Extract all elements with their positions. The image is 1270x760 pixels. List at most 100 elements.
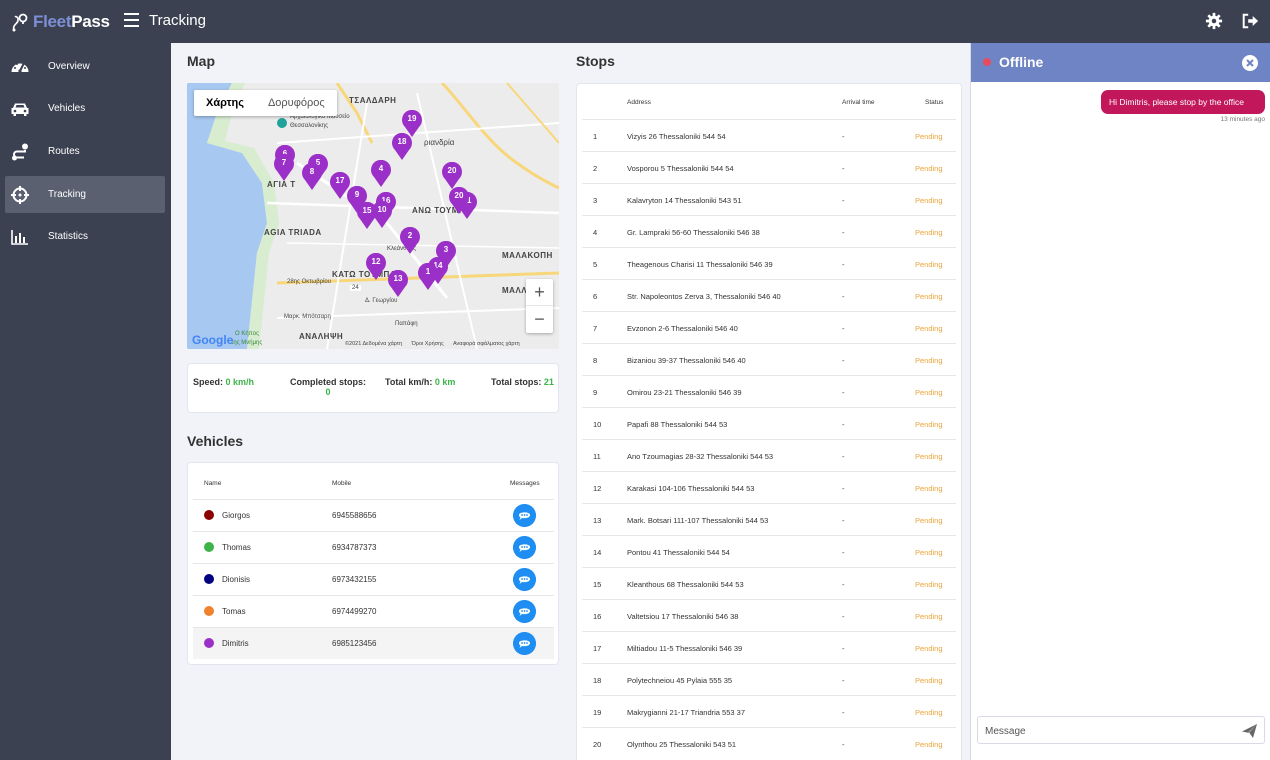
map-pin-icon xyxy=(449,186,469,214)
map-marker[interactable]: 18 xyxy=(391,132,413,161)
stop-address: Gr. Lampraki 56-60 Thessaloniki 546 38 xyxy=(627,228,760,237)
chat-bubble-icon[interactable] xyxy=(513,536,536,559)
map-marker[interactable]: 20 xyxy=(441,161,463,190)
stop-address: Valtetsiou 17 Thessaloniki 546 38 xyxy=(627,612,739,621)
map-marker[interactable]: 3 xyxy=(435,240,457,269)
stop-address: Makrygianni 21-17 Triandria 553 37 xyxy=(627,708,745,717)
stop-status: Pending xyxy=(915,164,943,173)
map-pin-icon xyxy=(371,159,391,187)
map-marker[interactable]: 13 xyxy=(387,269,409,298)
stop-arrival-time: - xyxy=(842,356,845,365)
map-marker[interactable]: 20 xyxy=(448,186,470,215)
terms-link[interactable]: Όροι Χρήσης xyxy=(411,341,444,347)
stop-arrival-time: - xyxy=(842,452,845,461)
stop-address: Theagenous Charisi 11 Thessaloniki 546 3… xyxy=(627,260,773,269)
table-row: 19 Makrygianni 21-17 Triandria 553 37 - Pen… xyxy=(582,695,956,727)
chat-bubble-icon[interactable] xyxy=(513,504,536,527)
car-icon xyxy=(11,103,29,116)
chat-panel: Offline Hi Dimitris, please stop by the … xyxy=(970,43,1270,760)
tab-map[interactable]: Χάρτης xyxy=(206,97,244,109)
total-stops-stat: Total stops: 21 xyxy=(491,377,554,387)
sidebar-item-label: Routes xyxy=(48,146,80,157)
map-marker-label: 18 xyxy=(397,137,407,146)
map-label: ΑΝΩ ΤΟΥΜΠΑ xyxy=(412,206,472,215)
tab-satellite[interactable]: Δορυφόρος xyxy=(267,97,325,109)
map-marker[interactable]: 1 xyxy=(417,262,439,291)
stats-card: Speed: 0 km/h Completed stops: 0 Total km… xyxy=(187,363,559,413)
map-label: ΜΑΛΑΚΟΠΗ xyxy=(502,251,553,260)
brand-logo[interactable]: FleetPass xyxy=(10,10,110,34)
map-marker[interactable]: 2 xyxy=(399,226,421,255)
map-marker[interactable]: 8 xyxy=(301,162,323,191)
stop-status: Pending xyxy=(915,516,943,525)
report-error-link[interactable]: Αναφορά σφάλματος χάρτη xyxy=(452,341,520,347)
stop-arrival-time: - xyxy=(842,484,845,493)
offline-status-dot xyxy=(983,58,991,66)
stop-status: Pending xyxy=(915,260,943,269)
menu-toggle-icon[interactable] xyxy=(124,13,139,27)
vehicle-name: Tomas xyxy=(222,607,246,616)
sidebar-item-statistics[interactable]: Statistics xyxy=(5,218,165,255)
stop-number: 16 xyxy=(593,612,602,621)
map-marker[interactable]: 17 xyxy=(329,171,351,200)
map-pin-icon xyxy=(442,161,462,189)
stop-number: 20 xyxy=(593,740,602,749)
stop-number: 13 xyxy=(593,516,602,525)
stop-status: Pending xyxy=(915,548,943,557)
column-header-messages: Messages xyxy=(510,480,540,487)
gear-icon[interactable] xyxy=(1205,12,1223,30)
map-pin-icon xyxy=(357,201,377,229)
chat-message: Hi Dimitris, please stop by the office xyxy=(1101,90,1265,114)
stop-arrival-time: - xyxy=(842,196,845,205)
message-input[interactable] xyxy=(985,723,1225,739)
zoom-in-button[interactable]: + xyxy=(526,279,553,306)
column-header-name: Name xyxy=(204,480,222,487)
map-marker-label: 6 xyxy=(282,149,288,158)
total-km-stat: Total km/h: 0 km xyxy=(385,377,455,387)
map-marker[interactable]: 10 xyxy=(371,200,393,229)
map-marker-label: 17 xyxy=(335,176,345,185)
stop-arrival-time: - xyxy=(842,676,845,685)
map[interactable]: ΤΣΑΛΔΑΡΗ Αρχαιολογικό Μουσείο Θεσσαλονίκ… xyxy=(187,83,559,349)
table-row: 8 Bizaniou 39-37 Thessaloniki 546 40 - Pend… xyxy=(582,343,956,375)
close-icon[interactable] xyxy=(1242,55,1258,71)
logout-icon[interactable] xyxy=(1241,12,1259,30)
map-marker[interactable]: 4 xyxy=(370,159,392,188)
sidebar-item-overview[interactable]: Overview xyxy=(5,48,165,85)
stop-number: 8 xyxy=(593,356,598,365)
vehicle-name: Giorgos xyxy=(222,511,251,520)
map-marker-label: 19 xyxy=(407,114,417,123)
map-label: Αρχαιολογικό Μουσείο xyxy=(290,114,350,120)
map-marker[interactable]: 15 xyxy=(356,201,378,230)
sidebar-item-vehicles[interactable]: Vehicles xyxy=(5,90,165,127)
stop-number: 5 xyxy=(593,260,598,269)
map-marker[interactable]: 19 xyxy=(401,109,423,138)
table-row: Tomas 6974499270 xyxy=(193,595,554,627)
map-marker[interactable]: 12 xyxy=(365,252,387,281)
stop-number: 1 xyxy=(593,132,598,141)
map-label: 28ης Οκτωβρίου xyxy=(287,279,332,285)
chat-header: Offline xyxy=(971,43,1270,82)
vehicle-name: Dionisis xyxy=(222,575,251,584)
map-marker-label: 15 xyxy=(362,206,372,215)
stop-address: Omirou 23-21 Thessaloniki 546 39 xyxy=(627,388,742,397)
stop-arrival-time: - xyxy=(842,292,845,301)
chat-bubble-icon[interactable] xyxy=(513,600,536,623)
map-marker-label: 4 xyxy=(378,164,384,173)
sidebar-item-routes[interactable]: Routes xyxy=(5,133,165,170)
chat-message-time: 13 minutes ago xyxy=(1220,116,1265,123)
map-marker[interactable]: 9 xyxy=(346,185,368,214)
zoom-out-button[interactable]: − xyxy=(534,309,545,329)
map-label: Ο Κήπος xyxy=(235,331,259,337)
sidebar-item-tracking[interactable]: Tracking xyxy=(5,176,165,213)
stop-arrival-time: - xyxy=(842,260,845,269)
map-label: Θεσσαλονίκης xyxy=(290,123,329,129)
chat-bubble-icon[interactable] xyxy=(513,568,536,591)
send-icon[interactable] xyxy=(1241,723,1258,739)
stop-arrival-time: - xyxy=(842,388,845,397)
map-marker-label: 12 xyxy=(371,257,381,266)
stop-number: 4 xyxy=(593,228,598,237)
chat-bubble-icon[interactable] xyxy=(513,632,536,655)
map-marker-label: 3 xyxy=(443,245,449,254)
map-marker[interactable]: 7 xyxy=(273,153,295,182)
